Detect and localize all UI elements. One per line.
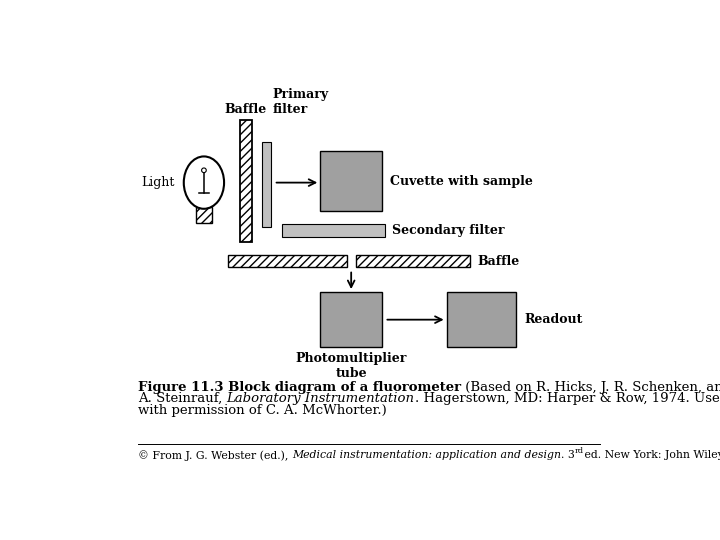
Text: with permission of C. A. McWhorter.): with permission of C. A. McWhorter.) [138, 403, 387, 416]
Text: Cuvette with sample: Cuvette with sample [390, 174, 533, 187]
Bar [262, 142, 271, 226]
Text: Light: Light [141, 176, 174, 189]
Bar [282, 224, 384, 237]
Bar [356, 255, 469, 267]
Text: Figure 11.3 Block diagram of a fluorometer: Figure 11.3 Block diagram of a fluoromet… [138, 381, 462, 394]
Text: Laboratory Instrumentation: Laboratory Instrumentation [227, 392, 415, 405]
Text: Photomultiplier
tube: Photomultiplier tube [295, 352, 407, 380]
Text: . Hagerstown, MD: Harper & Row, 1974. Used: . Hagerstown, MD: Harper & Row, 1974. Us… [415, 392, 720, 405]
Text: © From J. G. Webster (ed.),: © From J. G. Webster (ed.), [138, 450, 292, 461]
Bar [196, 207, 212, 222]
Bar [320, 151, 382, 211]
Bar [446, 292, 516, 347]
Text: A. Steinrauf,: A. Steinrauf, [138, 392, 227, 405]
Bar [228, 255, 346, 267]
Ellipse shape [184, 157, 224, 209]
Text: . 3: . 3 [561, 450, 575, 460]
Bar [240, 120, 252, 242]
Text: Baffle: Baffle [477, 255, 520, 268]
Bar [320, 292, 382, 347]
Text: Medical instrumentation: application and design: Medical instrumentation: application and… [292, 450, 561, 460]
Text: (Based on R. Hicks, J. R. Schenken, and M.: (Based on R. Hicks, J. R. Schenken, and … [462, 381, 720, 394]
Text: Readout: Readout [524, 313, 582, 326]
Text: rd: rd [575, 448, 584, 456]
Text: Primary
filter: Primary filter [273, 87, 329, 116]
Text: Baffle: Baffle [225, 103, 267, 116]
Ellipse shape [202, 168, 206, 173]
Text: ed. New York: John Wiley & Sons, 1998.: ed. New York: John Wiley & Sons, 1998. [581, 450, 720, 460]
Text: Secondary filter: Secondary filter [392, 224, 505, 237]
